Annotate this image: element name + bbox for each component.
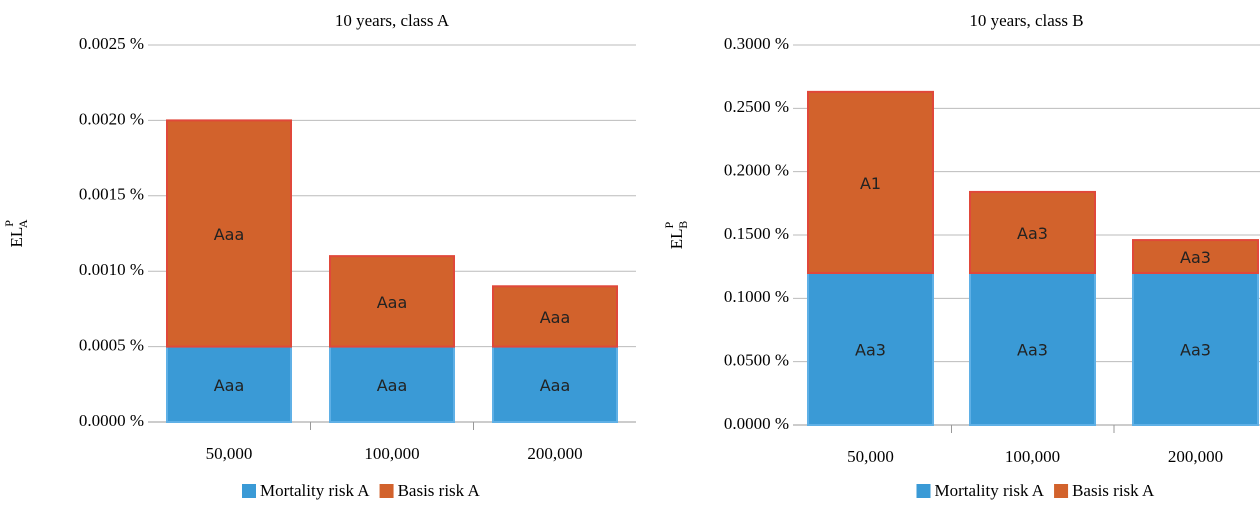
y-tick-label: 0.0010 %: [79, 260, 144, 279]
segment-label: Aa3: [855, 341, 886, 360]
bar-segment: [969, 272, 1096, 426]
legend-label: Basis risk A: [398, 481, 481, 500]
y-tick-label: 0.1000 %: [724, 287, 789, 306]
chart-title: 10 years, class A: [335, 11, 450, 30]
x-tick-label: 200,000: [1168, 447, 1223, 466]
segment-label: Aaa: [540, 376, 571, 395]
segment-label: Aaa: [540, 308, 571, 327]
segment-label: Aa3: [1017, 224, 1048, 243]
bar-segment: [969, 190, 1096, 274]
x-tick-label: 50,000: [206, 444, 253, 463]
legend-label: Mortality risk A: [935, 481, 1045, 500]
y-tick-label: 0.0000 %: [724, 414, 789, 433]
legend-label: Mortality risk A: [260, 481, 370, 500]
segment-label: Aaa: [214, 376, 245, 395]
bar-segment: [1132, 239, 1259, 274]
y-axis-label: ELPB: [662, 221, 690, 249]
y-tick-label: 0.0015 %: [79, 185, 144, 204]
y-label-sub: A: [16, 219, 30, 228]
segment-label: A1: [860, 174, 881, 193]
bar-segment: [1132, 272, 1259, 426]
chart-title: 10 years, class B: [969, 11, 1083, 30]
segment-label: Aa3: [1180, 248, 1211, 267]
legend-swatch: [379, 484, 394, 498]
y-tick-label: 0.0500 %: [724, 351, 789, 370]
y-label-sup: P: [662, 221, 676, 228]
x-tick-label: 200,000: [527, 444, 582, 463]
legend-swatch: [242, 484, 256, 498]
legend-label: Basis risk A: [1072, 481, 1155, 500]
x-tick-label: 50,000: [847, 447, 894, 466]
legend-swatch: [916, 484, 931, 498]
bar-segment: [807, 90, 934, 274]
y-axis-label: ELPA: [2, 219, 30, 247]
segment-label: Aaa: [377, 376, 408, 395]
y-tick-label: 0.0025 %: [79, 34, 144, 53]
y-tick-label: 0.3000 %: [724, 34, 789, 53]
y-tick-label: 0.2000 %: [724, 161, 789, 180]
y-tick-label: 0.0005 %: [79, 336, 144, 355]
y-label-main: EL: [7, 227, 26, 248]
y-label-sub: B: [676, 221, 690, 229]
segment-label: Aaa: [377, 293, 408, 312]
segment-label: Aa3: [1017, 341, 1048, 360]
x-tick-label: 100,000: [364, 444, 419, 463]
legend-swatch: [1054, 484, 1069, 498]
bar-segment: [166, 345, 292, 424]
segment-label: Aa3: [1180, 341, 1211, 360]
bar-segment: [166, 119, 292, 348]
y-tick-label: 0.1500 %: [724, 224, 789, 243]
y-label-sup: P: [2, 220, 16, 227]
bar-segment: [329, 255, 455, 348]
y-tick-label: 0.0000 %: [79, 411, 144, 430]
segment-label: Aaa: [214, 225, 245, 244]
y-label-main: EL: [667, 228, 686, 249]
x-tick-label: 100,000: [1005, 447, 1060, 466]
bar-segment: [492, 285, 618, 348]
y-tick-label: 0.0020 %: [79, 109, 144, 128]
bar-segment: [807, 272, 934, 426]
y-tick-label: 0.2500 %: [724, 97, 789, 116]
